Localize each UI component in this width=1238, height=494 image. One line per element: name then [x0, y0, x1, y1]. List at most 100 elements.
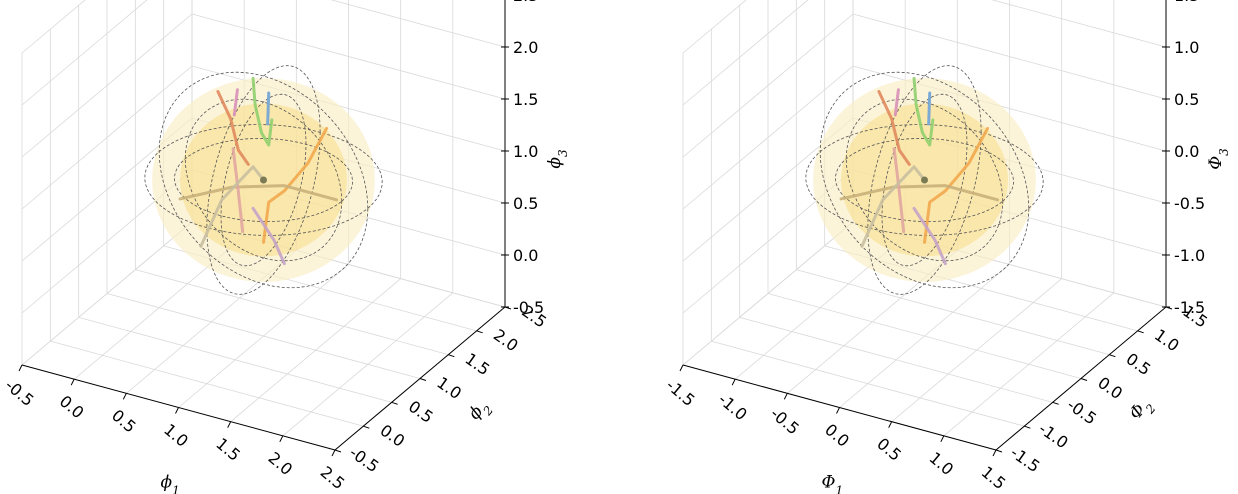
- trajectory-3: [266, 91, 271, 126]
- x-tick-label: -1.5: [662, 375, 698, 410]
- y-tick-label: 1.5: [462, 349, 494, 379]
- y-axis-label: ϕ2: [465, 396, 497, 427]
- z-tick-label: -0.5: [513, 298, 544, 317]
- trajectories: [839, 76, 1000, 266]
- x-tick-label: 0.0: [821, 420, 853, 451]
- y-tick-mark: [363, 425, 370, 429]
- trajectory-6: [839, 184, 1000, 202]
- wireframe-meridian-xz: [845, 98, 1004, 262]
- gridline: [330, 0, 506, 48]
- y-tick-mark: [1024, 425, 1031, 429]
- y-tick-label: 0.5: [405, 397, 437, 427]
- z-tick-label: 1.0: [1174, 38, 1199, 57]
- wireframe-meridian-yz: [867, 65, 982, 295]
- center-point: [260, 176, 267, 184]
- z-tick-label: 0.5: [513, 194, 538, 213]
- gridline: [106, 293, 421, 379]
- x-tick-label: -1.0: [715, 390, 751, 425]
- y-tick-label: -0.5: [1064, 395, 1100, 428]
- trajectory-2: [251, 76, 274, 147]
- y-axis-label-sub: 2: [480, 403, 496, 419]
- x-tick-mark: [940, 435, 945, 443]
- wireframe-equator: [174, 138, 353, 222]
- x-tick-label: 2.0: [265, 448, 297, 479]
- z-axis-label-sub: 3: [556, 149, 570, 157]
- x-axis-label-sub: 1: [172, 484, 180, 494]
- gridline: [891, 278, 1062, 422]
- trajectory-8: [892, 147, 906, 234]
- x-tick-label: 0.5: [108, 406, 140, 437]
- y-tick-mark: [995, 449, 1003, 453]
- gridline: [21, 0, 86, 54]
- wireframe-meridian-xz: [158, 71, 369, 289]
- x-tick-mark: [331, 449, 336, 457]
- wireframe-meridian-yz: [881, 93, 968, 267]
- trajectory-1: [877, 90, 911, 166]
- x-tick-mark: [175, 407, 179, 414]
- x-tick-label: 0.5: [873, 434, 905, 465]
- y-tick-label: 1.0: [1151, 325, 1183, 355]
- sphere-wireframe: [805, 65, 1044, 295]
- wireframe-meridian-xz: [819, 71, 1030, 289]
- z-tick-label: -1.0: [1174, 246, 1205, 265]
- trajectory-5: [262, 126, 329, 244]
- y-tick-label: -0.5: [346, 443, 382, 476]
- x-tick-mark: [731, 378, 736, 386]
- sphere-wireframe: [144, 65, 383, 295]
- trajectory-6: [178, 184, 339, 202]
- y-tick-label: 2.0: [490, 325, 522, 355]
- z-tick-label: -1.5: [1174, 298, 1205, 317]
- x-tick-mark: [679, 364, 684, 372]
- y-tick-label: 0.5: [1123, 349, 1155, 379]
- x-tick-label: 1.0: [926, 448, 958, 479]
- trajectory-3: [927, 91, 932, 126]
- chart-panel-2: -1.5-1.5-1.5-1.0-1.0-1.0-0.5 -0.5-0.50.00…: [662, 0, 1231, 494]
- trajectory-4: [893, 88, 900, 117]
- y-tick-label: -1.5: [1007, 443, 1043, 476]
- x-axis-label: ϕ1: [161, 473, 180, 494]
- x-tick-mark: [279, 435, 284, 443]
- y-tick-mark: [419, 378, 427, 381]
- x-tick-label: 1.5: [212, 434, 244, 465]
- y-tick-mark: [1052, 401, 1059, 405]
- y-tick-mark: [448, 354, 455, 358]
- gridline: [682, 0, 747, 54]
- trajectory-9: [199, 165, 265, 248]
- wireframe-equator: [835, 138, 1014, 222]
- trajectory-7: [251, 206, 286, 266]
- y-tick-mark: [1165, 306, 1173, 310]
- gridline: [21, 0, 148, 106]
- y-tick-label: 0.0: [1094, 373, 1126, 403]
- gridline: [135, 269, 449, 356]
- y-tick-mark: [334, 449, 342, 453]
- trajectories: [178, 76, 339, 266]
- wireframe-meridian-yz: [206, 65, 321, 295]
- gridline: [767, 293, 1082, 379]
- gridline: [230, 278, 401, 422]
- z-tick-label: 0.5: [1174, 90, 1199, 109]
- z-tick-label: 1.0: [513, 142, 538, 161]
- y-tick-mark: [1137, 330, 1144, 334]
- chart-panel-1: -0.5-0.5-0.50.00.00.00.5 0.50.51.01.01.01…: [1, 0, 570, 494]
- y-axis-label-sub: 2: [1142, 401, 1158, 417]
- x-tick-label: -0.5: [1, 375, 37, 410]
- trajectory-7: [912, 206, 947, 266]
- x-axis-label: Φ1: [822, 473, 844, 494]
- y-tick-label: 1.0: [433, 373, 465, 403]
- y-tick-mark: [504, 306, 512, 310]
- x-tick-label: 1.0: [160, 420, 192, 451]
- z-tick-label: 0.0: [513, 246, 538, 265]
- gridline: [991, 0, 1167, 48]
- y-tick-label: -1.0: [1035, 419, 1071, 452]
- x-tick-mark: [18, 364, 23, 372]
- trajectory-4: [232, 88, 239, 117]
- x-axis-label-sub: 1: [835, 484, 843, 494]
- x-tick-label: 2.5: [317, 462, 349, 493]
- gridline: [682, 0, 809, 106]
- x-tick-mark: [836, 407, 840, 414]
- x-tick-mark: [122, 393, 127, 400]
- trajectory-1: [216, 90, 250, 166]
- x-tick-mark: [227, 421, 232, 428]
- y-tick-label: 0.0: [377, 421, 409, 451]
